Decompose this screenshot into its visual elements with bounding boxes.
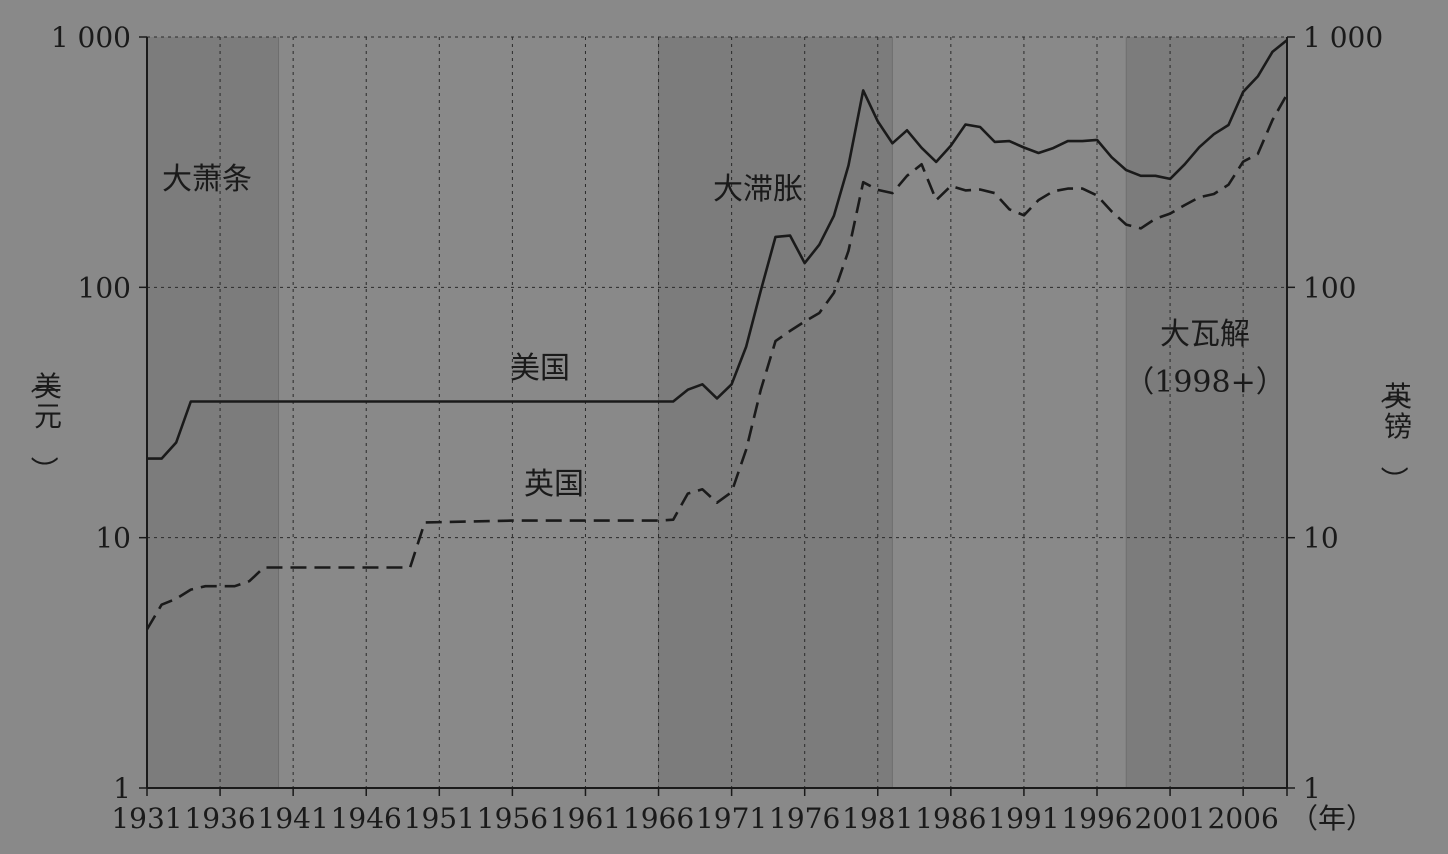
x-tick-label-2001: 2001 [1134, 802, 1205, 835]
shaded-period-3 [1126, 37, 1287, 788]
series-line-1 [147, 39, 1288, 460]
y-axis-title-left: （美元） [27, 366, 62, 484]
x-tick-label-1961: 1961 [550, 802, 621, 835]
y-right-tick-label-1: 1 [1303, 772, 1321, 805]
y-left-tick-label-100: 100 [78, 271, 131, 304]
x-tick-label-1996: 1996 [1061, 802, 1132, 835]
x-tick-label-1956: 1956 [477, 802, 548, 835]
grid [147, 36, 1287, 788]
x-tick-label-1986: 1986 [915, 802, 986, 835]
y-left-tick-label-1000: 1 000 [51, 21, 131, 54]
period-label-3: 大瓦解 [1160, 317, 1250, 352]
axes [139, 36, 1295, 796]
y-right-tick-label-1000: 1 000 [1303, 21, 1383, 54]
x-tick-label-1991: 1991 [988, 802, 1059, 835]
series-label-2: 英国 [524, 467, 584, 502]
y-right-tick-label-100: 100 [1303, 271, 1356, 304]
x-tick-label-2006: 2006 [1208, 802, 1279, 835]
series-layer [145, 39, 1289, 631]
period-sublabel-3: （1998+） [1124, 365, 1285, 400]
shaded-periods [146, 37, 1288, 788]
x-tick-label-1941: 1941 [258, 802, 329, 835]
x-tick-label-1951: 1951 [404, 802, 475, 835]
tick-labels: 1931 1936 1941 1946 1951 1956 1961 1966 1971 1976… [51, 21, 1383, 835]
period-label-1: 大萧条 [162, 162, 252, 197]
x-tick-label-1931: 1931 [111, 802, 182, 835]
series-label-1: 美国 [510, 351, 570, 386]
y-right-tick-label-10: 10 [1303, 522, 1339, 555]
shaded-period-1 [147, 37, 279, 788]
x-tick-label-1946: 1946 [331, 802, 402, 835]
shaded-period-2 [658, 37, 893, 788]
series-line-2 [145, 93, 1289, 631]
x-tick-label-1981: 1981 [842, 802, 913, 835]
x-tick-label-1976: 1976 [769, 802, 840, 835]
x-tick-label-1971: 1971 [696, 802, 767, 835]
x-axis-title: （年） [1290, 802, 1374, 835]
y-axis-title-right: （英镑） [1377, 376, 1412, 494]
period-label-2: 大滞胀 [713, 172, 803, 207]
y-left-tick-label-10: 10 [95, 522, 131, 555]
x-tick-label-1936: 1936 [184, 802, 255, 835]
y-left-tick-label-1: 1 [113, 772, 131, 805]
x-tick-label-1966: 1966 [623, 802, 694, 835]
